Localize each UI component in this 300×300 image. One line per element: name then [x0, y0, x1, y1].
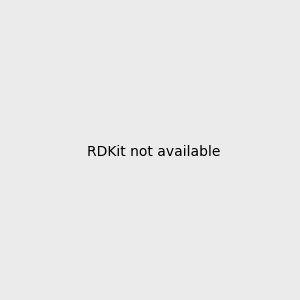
Text: RDKit not available: RDKit not available [87, 145, 220, 158]
